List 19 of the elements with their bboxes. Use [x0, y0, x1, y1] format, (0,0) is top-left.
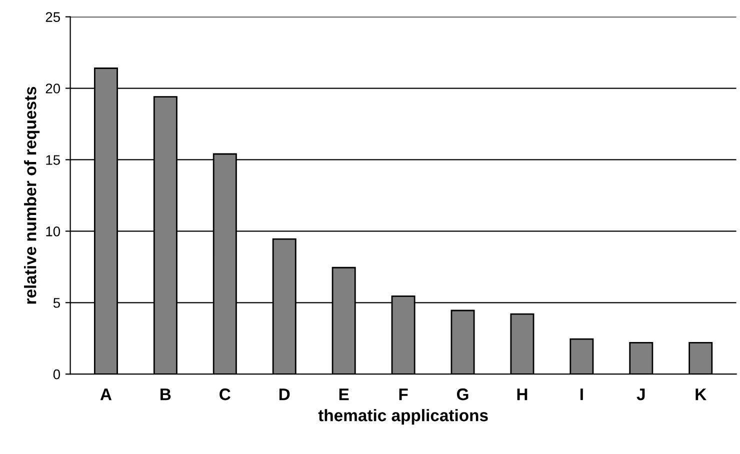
x-tick-label: J	[636, 388, 645, 400]
x-tick-label: I	[580, 388, 583, 400]
x-tick-label: B	[160, 388, 171, 400]
x-axis-title: thematic applications	[318, 409, 488, 425]
y-tick-label: 5	[53, 298, 60, 308]
x-tick-label: A	[100, 388, 112, 400]
y-tick-label: 15	[46, 155, 60, 165]
x-tick-label: D	[279, 388, 290, 400]
y-tick-label: 10	[46, 226, 60, 236]
y-tick-label: 25	[46, 12, 60, 22]
x-tick-label: E	[339, 388, 349, 400]
x-tick-label: C	[220, 388, 230, 400]
x-tick-label: K	[696, 388, 706, 400]
y-tick-label: 0	[53, 369, 60, 380]
y-axis-title: relative number of requests	[24, 86, 40, 304]
x-tick-label: G	[456, 388, 468, 400]
x-tick-label: H	[517, 388, 528, 400]
y-tick-label: 20	[46, 84, 60, 94]
x-tick-label: F	[399, 388, 408, 400]
